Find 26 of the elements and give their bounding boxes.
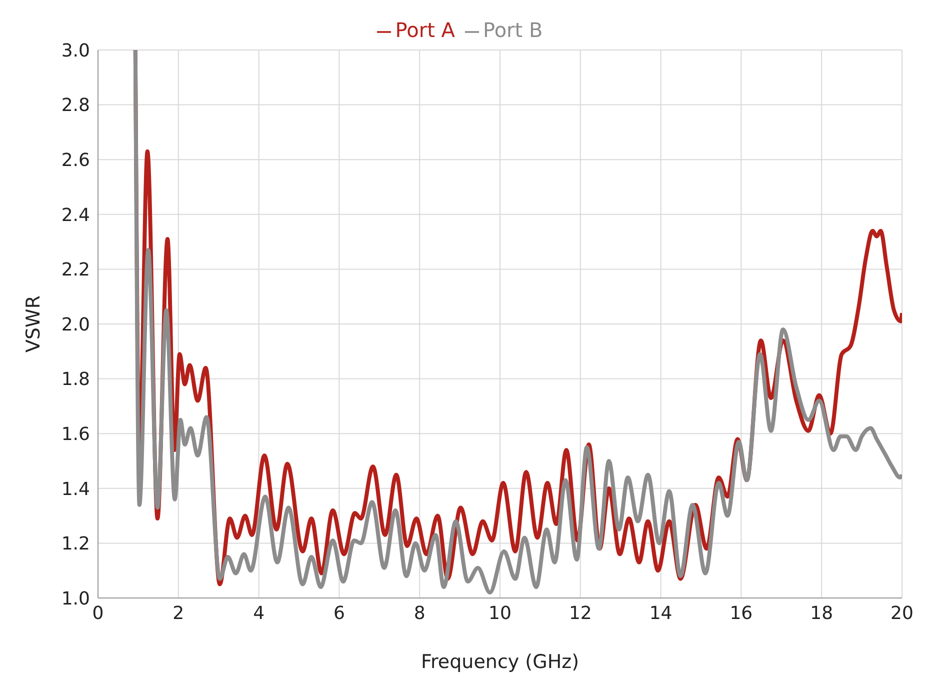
x-tick-label: 8 xyxy=(414,602,426,624)
y-tick-label: 3.0 xyxy=(61,40,90,62)
y-tick-label: 1.4 xyxy=(61,478,90,500)
legend-label: Port B xyxy=(482,18,543,42)
y-tick-label: 2.4 xyxy=(61,204,90,226)
x-tick-label: 2 xyxy=(172,602,184,624)
x-tick-label: 14 xyxy=(649,602,672,624)
x-tick-label: 6 xyxy=(333,602,345,624)
x-tick-label: 16 xyxy=(730,602,753,624)
y-tick-label: 2.8 xyxy=(61,95,90,116)
x-axis-title: Frequency (GHz) xyxy=(420,651,580,673)
y-tick-label: 1.0 xyxy=(61,588,90,610)
y-tick-label: 2.2 xyxy=(61,260,90,281)
x-tick-label: 4 xyxy=(253,602,265,624)
x-tick-label: 20 xyxy=(890,602,914,624)
y-tick-label: 2.6 xyxy=(61,150,90,171)
legend-label: Port A xyxy=(395,18,455,42)
y-axis-title: VSWR xyxy=(22,295,45,353)
x-tick-label: 18 xyxy=(810,602,834,624)
x-tick-label: 12 xyxy=(568,602,592,624)
y-tick-label: 1.6 xyxy=(61,424,90,445)
y-tick-label: 1.2 xyxy=(61,534,90,555)
x-tick-label: 0 xyxy=(92,602,104,624)
y-tick-label: 2.0 xyxy=(61,314,90,336)
y-tick-label: 1.8 xyxy=(61,369,90,390)
x-tick-label: 10 xyxy=(488,602,512,624)
